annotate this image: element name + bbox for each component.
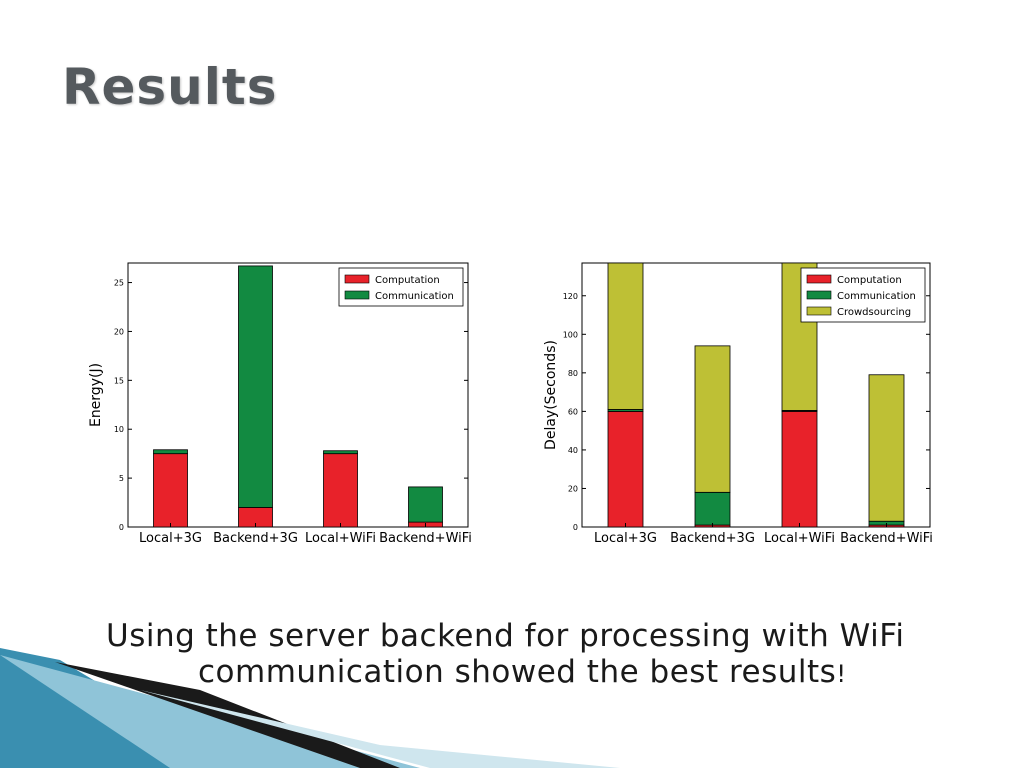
bar-communication bbox=[694, 491, 731, 526]
legend-swatch-communication bbox=[344, 290, 370, 300]
decor-light-band bbox=[0, 655, 420, 768]
y-tick-label: 25 bbox=[114, 279, 124, 288]
legend-swatch-computation bbox=[806, 274, 832, 284]
decor-dark-swoosh bbox=[55, 662, 400, 768]
bar-computation bbox=[323, 453, 358, 528]
y-tick-label: 120 bbox=[563, 292, 578, 301]
y-tick-label: 20 bbox=[568, 484, 578, 493]
x-tick-label: Local+3G bbox=[139, 531, 202, 546]
x-tick-label: Local+WiFi bbox=[764, 531, 835, 546]
y-tick-label: 5 bbox=[119, 474, 124, 483]
caption-line-1: Using the server backend for processing … bbox=[106, 618, 905, 654]
legend-label-communication: Communication bbox=[837, 291, 916, 302]
decor-pale-swoosh bbox=[140, 690, 620, 768]
y-axis-label: Delay(Seconds) bbox=[543, 340, 559, 450]
delay-chart: 0 20 40 60 80 100 120 Delay(Seconds) Local+3G Bac… bbox=[543, 262, 933, 546]
legend-swatch-computation bbox=[344, 274, 370, 284]
caption-line-2: communication showed the best results! bbox=[100, 654, 960, 692]
y-tick-label: 40 bbox=[568, 446, 578, 455]
y-tick-label: 10 bbox=[114, 425, 124, 434]
x-tick-label: Local+3G bbox=[594, 531, 657, 546]
bar-communication bbox=[323, 450, 358, 455]
legend-box bbox=[338, 267, 464, 307]
y-tick-label: 80 bbox=[568, 369, 578, 378]
x-tick-label: Backend+3G bbox=[670, 531, 755, 546]
slide-title: Results bbox=[62, 58, 278, 116]
y-tick-label: 15 bbox=[114, 376, 124, 385]
legend-label-computation: Computation bbox=[375, 275, 440, 286]
bar-computation bbox=[781, 410, 818, 528]
legend-label-crowdsourcing: Crowdsourcing bbox=[837, 307, 911, 318]
y-tick-label: 20 bbox=[114, 327, 124, 336]
bar-communication bbox=[408, 486, 443, 523]
bar-computation bbox=[607, 410, 644, 528]
bar-crowdsourcing bbox=[694, 345, 731, 493]
energy-chart: 0 5 10 15 20 25 Energy(J) Local+3G Backend+3G Loc… bbox=[88, 262, 472, 546]
y-tick-label: 100 bbox=[563, 330, 578, 339]
bar-computation bbox=[153, 453, 188, 528]
bar-communication bbox=[153, 449, 188, 455]
bar-crowdsourcing bbox=[868, 374, 905, 522]
legend-label-computation: Computation bbox=[837, 275, 902, 286]
y-axis-label: Energy(J) bbox=[88, 363, 104, 427]
y-tick-label: 60 bbox=[568, 407, 578, 416]
legend-swatch-crowdsourcing bbox=[806, 306, 832, 316]
x-tick-label: Backend+WiFi bbox=[379, 531, 472, 546]
chart-legend: Computation Communication bbox=[338, 267, 464, 307]
legend-swatch-communication bbox=[806, 290, 832, 300]
slide-caption: Using the server backend for processing … bbox=[100, 618, 960, 692]
caption-exclamation: ! bbox=[836, 660, 847, 688]
bar-communication bbox=[238, 265, 273, 508]
legend-label-communication: Communication bbox=[375, 291, 454, 302]
x-tick-label: Backend+3G bbox=[213, 531, 298, 546]
x-tick-label: Local+WiFi bbox=[305, 531, 376, 546]
caption-line-2-text: communication showed the best results bbox=[198, 654, 837, 690]
y-tick-label: 0 bbox=[119, 523, 124, 532]
x-tick-label: Backend+WiFi bbox=[840, 531, 933, 546]
y-tick-label: 0 bbox=[573, 523, 578, 532]
chart-legend: Computation Communication Crowdsourcing bbox=[800, 267, 926, 323]
bar-crowdsourcing bbox=[607, 262, 644, 410]
